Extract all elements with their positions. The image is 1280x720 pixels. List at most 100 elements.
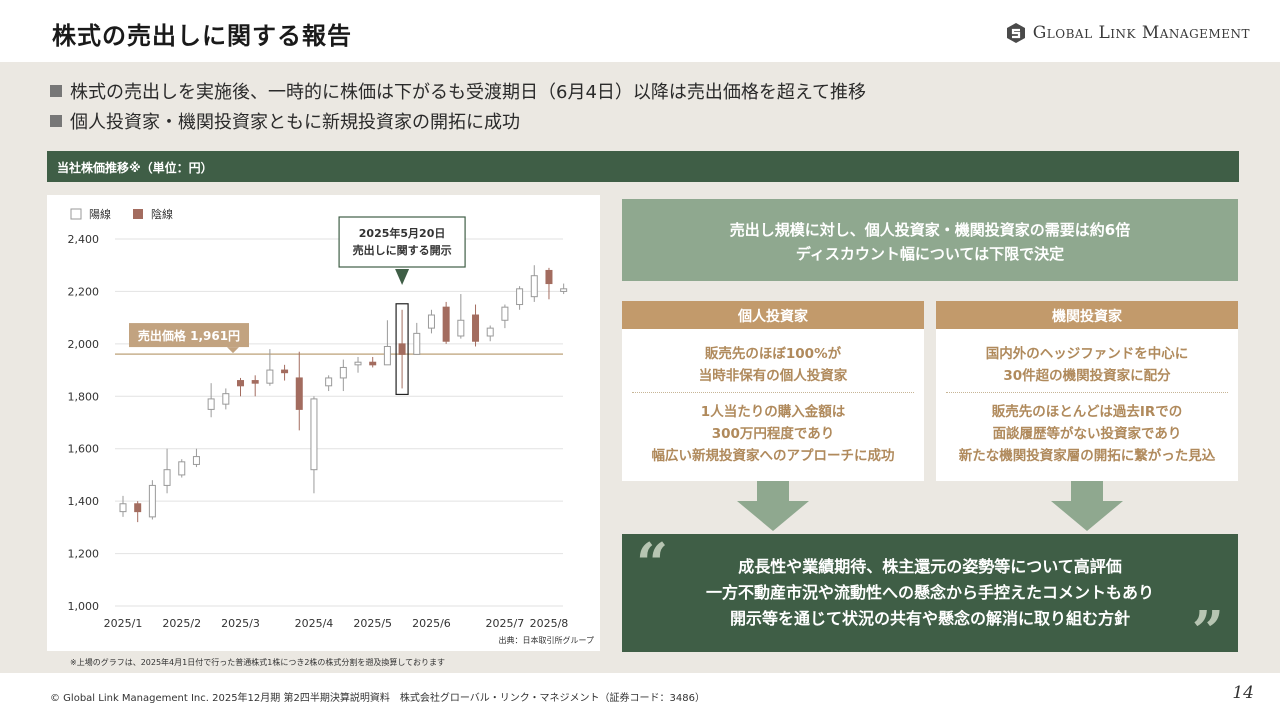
legend-up-swatch [70, 208, 82, 220]
legend-up-label: 陽線 [89, 207, 111, 221]
candle-up [119, 503, 127, 513]
candle-down [545, 269, 553, 285]
page-title: 株式の売出しに関する報告 [52, 22, 352, 50]
x-tick-label: 2025/1 [104, 617, 143, 630]
x-tick-label: 2025/5 [353, 617, 392, 630]
page-number: 14 [1232, 683, 1254, 703]
candle-up [222, 393, 230, 405]
candle-up [163, 469, 171, 486]
chart-svg: 陽線 陰線 2,400 2,200 2,000 1,800 1,600 1,400 1,20… [68, 207, 595, 645]
individual-point-1: 販売先のほぼ100%が 当時非保有の個人投資家 [698, 346, 848, 384]
divider [946, 392, 1228, 393]
candle-up [148, 484, 156, 518]
candle-up [457, 319, 465, 337]
x-axis: 2025/1 2025/2 2025/3 2025/4 2025/5 2025/6 2025… [104, 617, 569, 630]
conclusion-line-2: 一方不動産市況や流動性への懸念から手控えたコメントもあり [705, 583, 1154, 602]
footer: © Global Link Management Inc. 2025年12月期 … [0, 673, 1280, 720]
y-tick-label: 1,600 [68, 443, 100, 456]
stock-price-chart: 陽線 陰線 2,400 2,200 2,000 1,800 1,600 1,400 1,20… [47, 195, 600, 651]
open-quote-icon: “ [636, 531, 669, 597]
x-tick-label: 2025/2 [162, 617, 201, 630]
candle-up [207, 398, 215, 410]
chart-grid [115, 238, 563, 607]
candle-down [237, 380, 245, 387]
close-quote-icon: ” [1191, 599, 1224, 665]
offer-price-label-pointer [227, 347, 239, 354]
demand-summary: 売出し規模に対し、個人投資家・機関投資家の需要は約6倍 ディスカウント幅について… [622, 199, 1238, 281]
candle-up [530, 275, 538, 298]
institutional-body: 国内外のヘッジファンドを中心に 30件超の機関投資家に配分 販売先のほとんどは過… [936, 329, 1238, 481]
highlight-label: 売出しに関する開示 [353, 243, 452, 257]
legend-down-swatch [133, 209, 143, 219]
y-tick-label: 2,200 [68, 285, 100, 298]
candle-up [560, 288, 568, 292]
candle-down [472, 314, 480, 342]
divider [632, 392, 914, 393]
y-tick-label: 2,000 [68, 338, 100, 351]
candle-down [134, 503, 142, 513]
top-bar: 株式の売出しに関する報告 Global Link Management [0, 0, 1280, 62]
institutional-point-2: 販売先のほとんどは過去IRでの 面談履歴等がない投資家であり 新たな機関投資家層… [958, 404, 1216, 464]
highlight-callout-box [338, 216, 466, 268]
candle-up [516, 288, 524, 306]
candle-down [281, 369, 289, 374]
y-tick-label: 1,200 [68, 548, 100, 561]
candle-up [413, 332, 421, 355]
chart-footnote: ※上場のグラフは、2025年4月1日付で行った普通株式1株につき2株の株式分割を… [70, 658, 445, 667]
candle-up [354, 361, 362, 366]
candle-up [383, 345, 391, 366]
highlight-frame [395, 303, 409, 396]
y-tick-label: 1,800 [68, 390, 100, 403]
highlight-pointer [395, 269, 410, 285]
highlight-date: 2025年5月20日 [359, 226, 446, 240]
institutional-point-1: 国内外のヘッジファンドを中心に 30件超の機関投資家に配分 [985, 346, 1189, 384]
candle-down [398, 343, 406, 355]
individual-point-2: 1人当たりの購入金額は 300万円程度であり 幅広い新規投資家へのアプローチに成… [651, 404, 895, 464]
bullet-square-icon [50, 115, 62, 127]
bullet-item: 株式の売出しを実施後、一時的に株価は下がるも受渡期日（6月4日）以降は売出価格を… [50, 76, 866, 106]
candle-down [251, 380, 259, 384]
candle-down [295, 377, 303, 410]
summary-bullets: 株式の売出しを実施後、一時的に株価は下がるも受渡期日（6月4日）以降は売出価格を… [50, 76, 866, 136]
legend-down-label: 陰線 [151, 207, 173, 221]
candle-up [325, 377, 333, 387]
company-logo: Global Link Management [1005, 22, 1250, 44]
down-arrow-icon [737, 481, 809, 531]
candles [119, 265, 568, 523]
institutional-header: 機関投資家 [936, 301, 1238, 329]
y-tick-label: 1,000 [68, 600, 100, 613]
demand-line-2: ディスカウント幅については下限で決定 [795, 245, 1065, 263]
offer-price-label-box [129, 323, 249, 348]
offer-price-label: 売出価格 1,961円 [138, 328, 240, 343]
offer-price-line: 売出価格 1,961円 [115, 323, 563, 355]
bullet-square-icon [50, 85, 62, 97]
x-tick-label: 2025/6 [412, 617, 451, 630]
chart-source: 出典：日本取引所グループ [498, 635, 594, 645]
candle-up [310, 398, 318, 471]
candle-up [501, 306, 509, 321]
chart-legend: 陽線 陰線 [70, 207, 173, 221]
y-tick-label: 2,400 [68, 233, 100, 246]
candle-up [178, 461, 186, 476]
candle-up [192, 456, 200, 465]
candle-down [369, 361, 377, 366]
conclusion-line-3: 開示等を通じて状況の共有や懸念の解消に取り組む方針 [729, 609, 1130, 628]
individual-header: 個人投資家 [622, 301, 924, 329]
y-axis: 2,400 2,200 2,000 1,800 1,600 1,400 1,200 1,000 [68, 233, 100, 613]
candle-down [442, 306, 450, 342]
logo-mark-icon [1006, 23, 1025, 43]
bullet-item: 個人投資家・機関投資家ともに新規投資家の開拓に成功 [50, 106, 866, 136]
y-tick-label: 1,400 [68, 495, 100, 508]
down-arrow-icon [1051, 481, 1123, 531]
individual-body: 販売先のほぼ100%が 当時非保有の個人投資家 1人当たりの購入金額は 300万… [622, 329, 924, 481]
candle-up [266, 369, 274, 384]
demand-line-1: 売出し規模に対し、個人投資家・機関投資家の需要は約6倍 [729, 221, 1131, 239]
x-tick-label: 2025/3 [221, 617, 260, 630]
candle-up [339, 366, 347, 379]
section-label: 当社株価推移※（単位：円） [47, 151, 1239, 182]
conclusion-box: “ 成長性や業績期待、株主還元の姿勢等について高評価 一方不動産市況や流動性への… [622, 531, 1238, 660]
conclusion-line-1: 成長性や業績期待、株主還元の姿勢等について高評価 [738, 557, 1122, 576]
x-tick-label: 2025/7 [486, 617, 525, 630]
copyright: © Global Link Management Inc. 2025年12月期 … [50, 693, 705, 704]
